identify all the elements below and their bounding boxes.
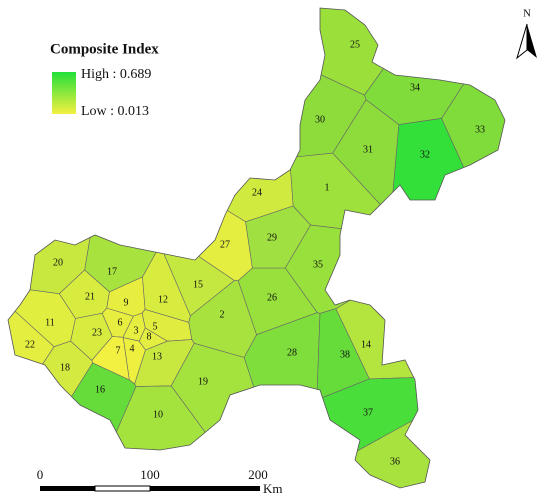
region xyxy=(316,308,370,401)
scale-label: 100 xyxy=(140,467,160,482)
north-arrow: N xyxy=(516,8,537,60)
region-label: 24 xyxy=(252,187,262,198)
region-label: 38 xyxy=(340,349,350,360)
region-label: 16 xyxy=(95,384,105,395)
region-label: 1 xyxy=(325,182,330,193)
region xyxy=(441,8,505,306)
scale-label: 0 xyxy=(37,467,44,482)
region-label: 18 xyxy=(60,362,70,373)
scale-seg xyxy=(40,486,95,491)
region-label: 28 xyxy=(287,347,297,358)
region-label: 35 xyxy=(313,259,323,270)
region-label: 31 xyxy=(363,144,373,155)
region-label: 3 xyxy=(134,325,139,336)
region-label: 7 xyxy=(116,345,121,356)
scale-label: 200 xyxy=(248,467,268,482)
region-label: 8 xyxy=(147,331,152,342)
region-label: 36 xyxy=(390,456,400,467)
region-label: 22 xyxy=(25,339,35,350)
outline xyxy=(7,7,506,489)
north-label: N xyxy=(523,8,531,20)
region-label: 4 xyxy=(130,343,135,354)
region-label: 23 xyxy=(92,327,102,338)
arrow-right xyxy=(527,24,537,58)
region xyxy=(265,375,495,488)
region-label: 19 xyxy=(198,376,208,387)
region-label: 25 xyxy=(350,39,360,50)
region-label: 6 xyxy=(118,317,123,328)
scale-seg xyxy=(150,486,260,491)
scale-seg xyxy=(94,485,151,492)
region-label: 5 xyxy=(153,321,158,332)
region-label: 33 xyxy=(475,124,485,135)
region-label: 10 xyxy=(153,409,163,420)
region xyxy=(8,340,93,488)
region-label: 17 xyxy=(107,266,117,277)
region-label: 30 xyxy=(315,114,325,125)
region-label: 37 xyxy=(363,407,373,418)
region-labels: 1234567891011121314151617181920212223242… xyxy=(25,39,485,467)
region-label: 12 xyxy=(158,294,168,305)
legend-title: Composite Index xyxy=(50,41,159,57)
region-label: 34 xyxy=(410,82,420,93)
region xyxy=(134,339,195,387)
region-label: 9 xyxy=(124,297,129,308)
region xyxy=(70,312,113,361)
arrow-left xyxy=(516,23,528,60)
region xyxy=(335,257,505,380)
region-label: 29 xyxy=(267,232,277,243)
region-label: 32 xyxy=(420,149,430,160)
legend-ramp xyxy=(52,72,76,114)
region-label: 20 xyxy=(53,257,63,268)
region-label: 26 xyxy=(267,292,277,303)
legend-high: High : 0.689 xyxy=(81,67,151,82)
region-label: 11 xyxy=(45,317,55,328)
legend-low: Low : 0.013 xyxy=(81,104,149,119)
region-label: 13 xyxy=(152,351,162,362)
region-label: 14 xyxy=(361,339,371,350)
scale-unit: Km xyxy=(263,481,283,496)
region-label: 21 xyxy=(85,291,95,302)
region-label: 15 xyxy=(193,279,203,290)
region-label: 2 xyxy=(220,309,225,320)
region-label: 27 xyxy=(220,239,230,250)
scale-bar: 0 100 200 Km xyxy=(37,467,283,496)
